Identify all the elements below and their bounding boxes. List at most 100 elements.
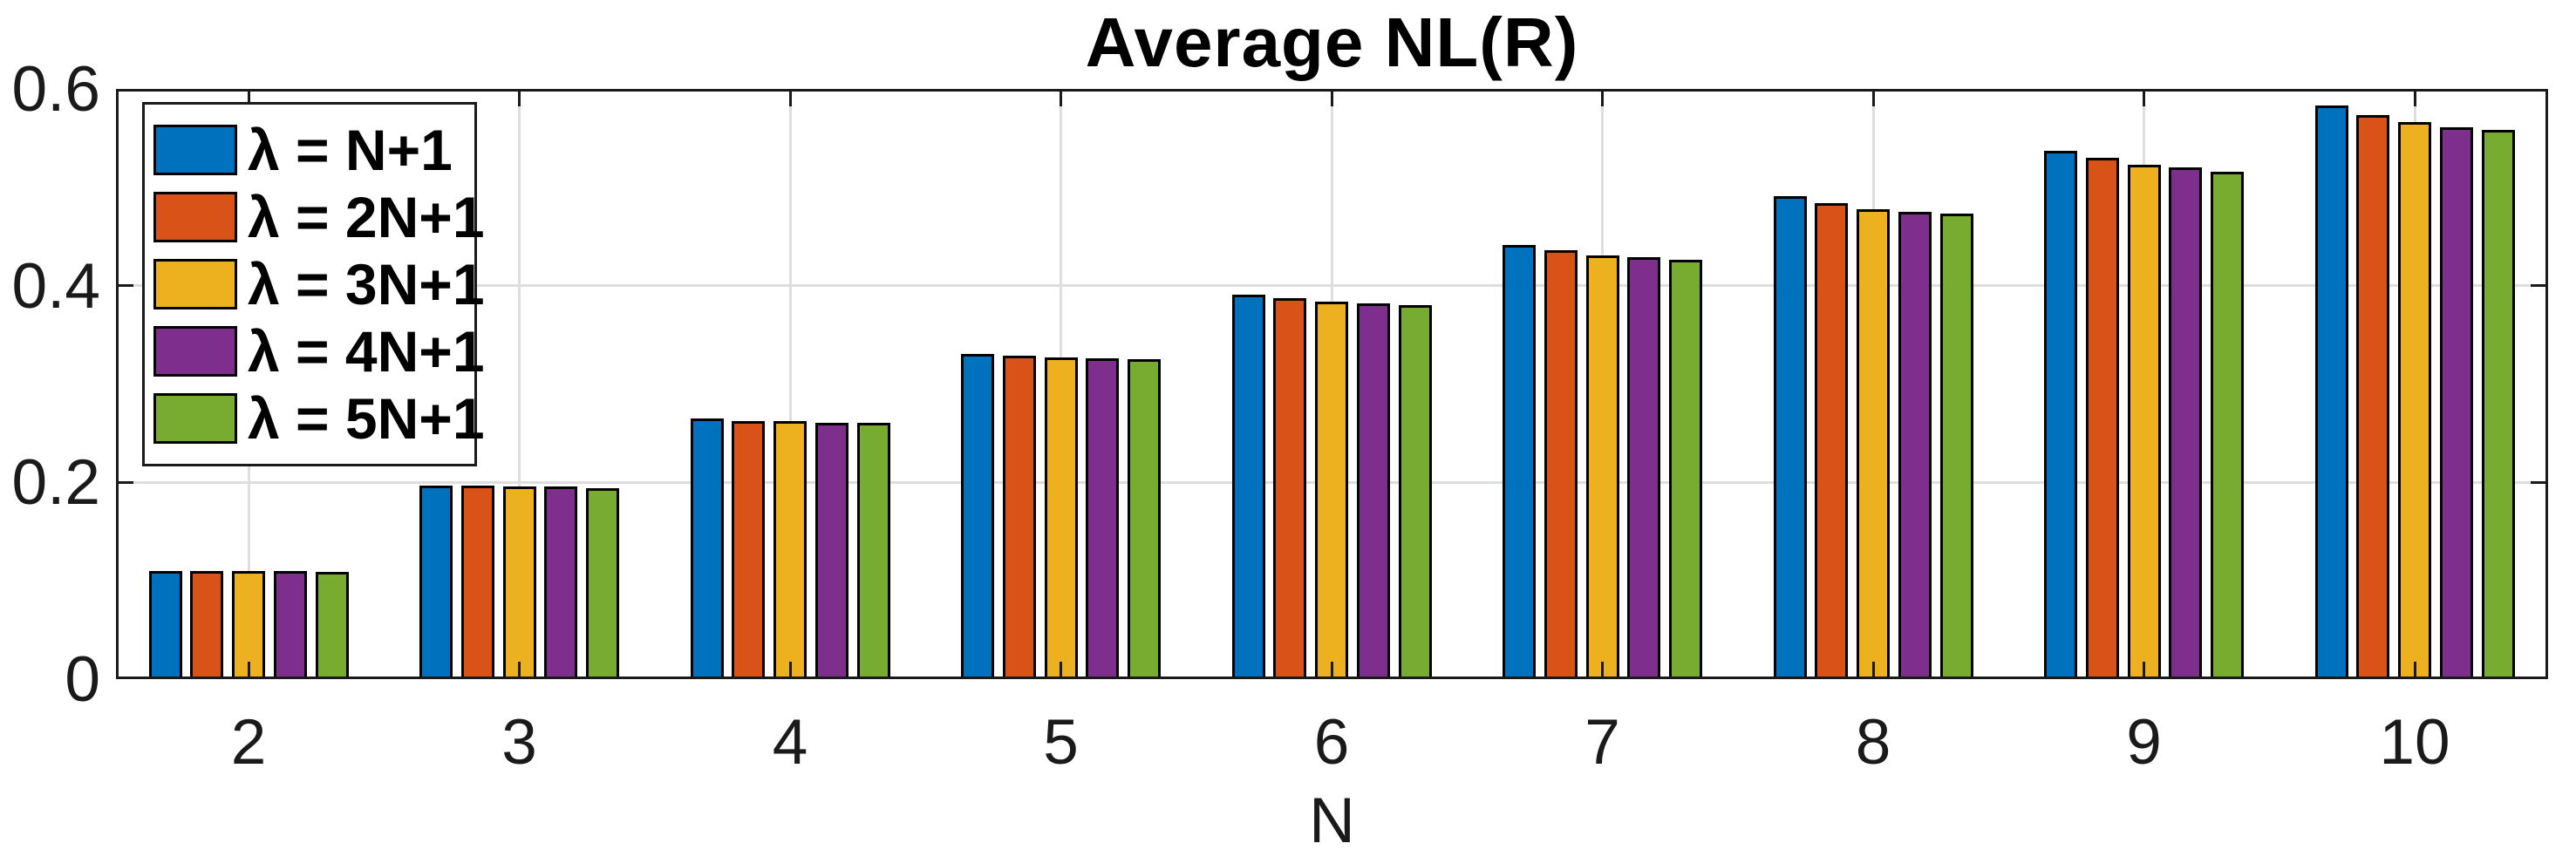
legend-item-label: λ = 5N+1 bbox=[248, 386, 485, 451]
bar-λ=3N+1-N5 bbox=[1044, 357, 1078, 679]
bar-λ=3N+1-N8 bbox=[1857, 209, 1890, 679]
y-tick-right bbox=[2531, 480, 2548, 484]
bar-λ=5N+1-N2 bbox=[315, 572, 349, 679]
legend-item: λ = 5N+1 bbox=[153, 390, 485, 447]
bar-λ=N+1-N4 bbox=[690, 418, 724, 679]
bar-λ=5N+1-N6 bbox=[1398, 305, 1432, 679]
x-tick-top bbox=[1060, 89, 1062, 106]
legend-item: λ = 2N+1 bbox=[153, 188, 485, 246]
bar-λ=2N+1-N4 bbox=[732, 421, 766, 679]
legend-swatch bbox=[153, 125, 237, 175]
bar-λ=3N+1-N9 bbox=[2127, 165, 2161, 679]
legend-item-label: λ = 4N+1 bbox=[248, 319, 485, 384]
bar-λ=4N+1-N7 bbox=[1627, 257, 1661, 679]
y-tick-label: 0.6 bbox=[11, 54, 100, 125]
bar-λ=N+1-N9 bbox=[2044, 151, 2077, 679]
x-tick-bottom bbox=[2143, 662, 2145, 679]
y-tick-label: 0 bbox=[65, 644, 100, 715]
bar-λ=5N+1-N8 bbox=[1939, 214, 1973, 679]
bar-λ=5N+1-N3 bbox=[586, 488, 619, 679]
x-tick-top bbox=[2413, 89, 2416, 106]
x-tick-top bbox=[1871, 89, 1875, 106]
bar-λ=4N+1-N9 bbox=[2169, 167, 2203, 679]
bar-λ=5N+1-N5 bbox=[1128, 359, 1161, 679]
x-tick-bottom bbox=[1060, 662, 1062, 679]
x-tick-label: 7 bbox=[1584, 707, 1620, 778]
bar-λ=4N+1-N8 bbox=[1898, 212, 1932, 679]
v-gridline bbox=[788, 89, 792, 679]
bar-λ=3N+1-N6 bbox=[1315, 302, 1348, 679]
legend-swatch bbox=[153, 326, 237, 377]
x-tick-bottom bbox=[518, 662, 521, 679]
legend-item: λ = 3N+1 bbox=[153, 255, 485, 313]
x-tick-top bbox=[247, 89, 250, 106]
bar-λ=3N+1-N3 bbox=[502, 486, 536, 679]
y-tick-label: 0.2 bbox=[11, 447, 100, 519]
x-tick-bottom bbox=[1871, 662, 1875, 679]
bar-λ=4N+1-N3 bbox=[544, 486, 578, 679]
x-tick-top bbox=[788, 89, 792, 106]
bar-λ=4N+1-N6 bbox=[1356, 303, 1390, 679]
bar-λ=2N+1-N7 bbox=[1544, 250, 1578, 679]
x-tick-label: 3 bbox=[501, 707, 537, 778]
legend-item-label: λ = N+1 bbox=[248, 118, 453, 182]
bar-λ=N+1-N2 bbox=[148, 571, 182, 679]
bar-λ=5N+1-N4 bbox=[856, 423, 890, 679]
x-tick-bottom bbox=[1330, 662, 1333, 679]
y-tick bbox=[116, 480, 133, 484]
bar-λ=5N+1-N7 bbox=[1669, 260, 1702, 679]
bar-λ=3N+1-N7 bbox=[1585, 255, 1619, 679]
bar-λ=N+1-N3 bbox=[419, 486, 453, 679]
v-gridline bbox=[518, 89, 521, 679]
x-axis-label: N bbox=[1309, 785, 1355, 850]
bar-λ=2N+1-N2 bbox=[190, 571, 224, 679]
x-tick-label: 9 bbox=[2126, 707, 2162, 778]
legend-swatch bbox=[153, 192, 237, 242]
legend: λ = N+1 λ = 2N+1 λ = 3N+1 λ = 4N+1 λ = 5N+1 bbox=[142, 102, 485, 466]
x-tick-label: 8 bbox=[1855, 707, 1891, 778]
chart-title: Average NL(R) bbox=[1085, 3, 1579, 81]
bar-λ=2N+1-N9 bbox=[2085, 158, 2119, 679]
bar-λ=4N+1-N4 bbox=[814, 423, 848, 679]
x-tick-top bbox=[1330, 89, 1333, 106]
legend-item: λ = N+1 bbox=[153, 118, 474, 182]
legend-swatch bbox=[153, 393, 237, 444]
plot-area bbox=[116, 89, 2548, 679]
bar-λ=N+1-N10 bbox=[2314, 105, 2348, 679]
bar-λ=N+1-N7 bbox=[1503, 245, 1536, 679]
bar-λ=4N+1-N10 bbox=[2439, 127, 2473, 679]
x-tick-label: 4 bbox=[772, 707, 808, 778]
y-tick-label: 0.4 bbox=[11, 250, 100, 322]
x-tick-top bbox=[518, 89, 521, 106]
bar-λ=2N+1-N6 bbox=[1273, 298, 1307, 679]
y-tick-right bbox=[2531, 284, 2548, 288]
x-tick-bottom bbox=[247, 662, 250, 679]
bar-λ=3N+1-N4 bbox=[773, 421, 807, 679]
bar-λ=2N+1-N3 bbox=[460, 486, 494, 679]
x-tick-bottom bbox=[2413, 662, 2416, 679]
legend-swatch bbox=[153, 259, 237, 309]
bar-λ=3N+1-N10 bbox=[2398, 122, 2431, 679]
bar-λ=N+1-N5 bbox=[961, 354, 994, 679]
bar-λ=2N+1-N10 bbox=[2356, 115, 2390, 679]
y-tick bbox=[116, 284, 133, 288]
legend-item-label: λ = 2N+1 bbox=[248, 185, 485, 249]
x-tick-label: 6 bbox=[1313, 707, 1350, 778]
bar-λ=N+1-N8 bbox=[1773, 196, 1807, 679]
bar-λ=5N+1-N9 bbox=[2211, 172, 2244, 679]
bar-λ=5N+1-N10 bbox=[2481, 130, 2515, 679]
x-tick-label: 5 bbox=[1043, 707, 1079, 778]
x-tick-label: 2 bbox=[230, 707, 267, 778]
bar-λ=4N+1-N2 bbox=[273, 571, 307, 679]
bar-λ=N+1-N6 bbox=[1231, 295, 1265, 679]
legend-item-label: λ = 3N+1 bbox=[248, 252, 485, 316]
legend-item: λ = 4N+1 bbox=[153, 323, 485, 380]
x-tick-label: 10 bbox=[2379, 707, 2450, 778]
x-tick-bottom bbox=[1601, 662, 1604, 679]
bar-λ=3N+1-N2 bbox=[232, 571, 265, 679]
x-tick-top bbox=[2143, 89, 2145, 106]
x-tick-top bbox=[1601, 89, 1604, 106]
bar-λ=4N+1-N5 bbox=[1086, 358, 1120, 679]
x-tick-bottom bbox=[788, 662, 792, 679]
